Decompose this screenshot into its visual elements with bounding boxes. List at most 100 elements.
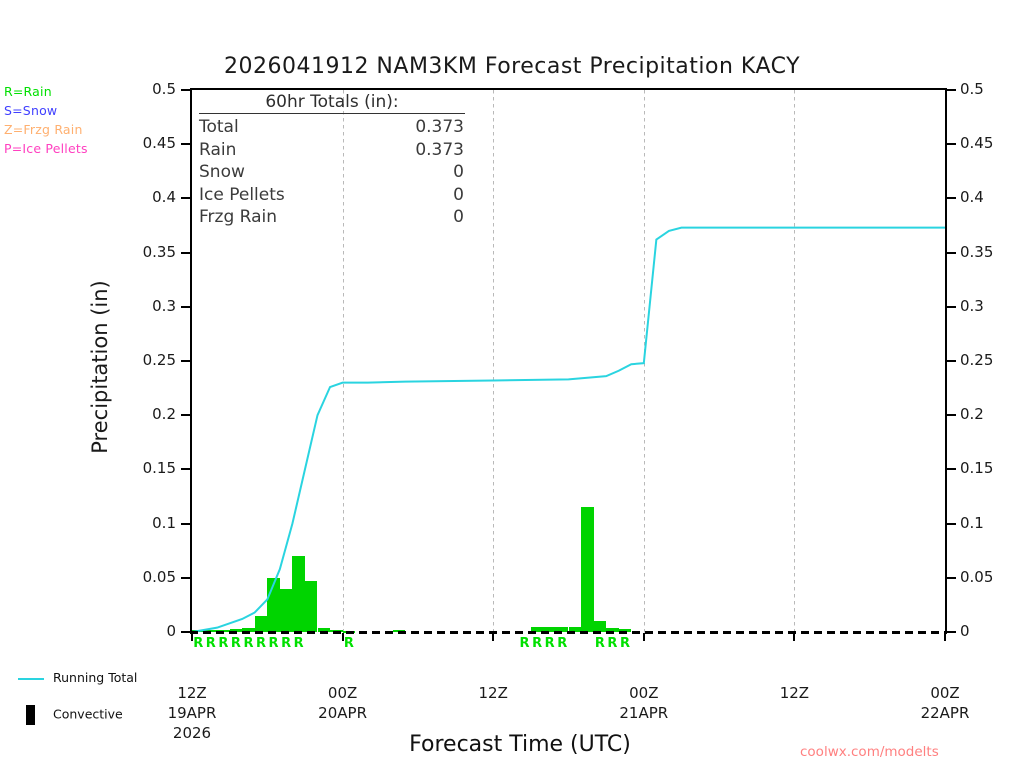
y-axis-tick (181, 468, 190, 471)
totals-label-ice-pellets: Ice Pellets (199, 184, 285, 205)
y-axis-tick-label: 0.05 (142, 567, 176, 586)
x-axis-tick-label-line: 22APR (920, 704, 970, 722)
running-total-line (192, 226, 945, 633)
precip-bar (555, 626, 569, 632)
y-axis-tick (181, 576, 190, 579)
x-axis-tick (341, 633, 344, 641)
gridline-vertical (493, 90, 495, 633)
y-axis-tick (947, 631, 956, 633)
precip-type-letter: R (594, 636, 605, 651)
running-total-line-swatch (18, 677, 44, 680)
totals-label-total: Total (199, 117, 239, 137)
gridline-vertical (794, 90, 796, 633)
x-axis-tick (642, 633, 645, 641)
legend-running-total-label: Running Total (53, 670, 138, 685)
totals-row-frzg-rain: Frzg Rain 0 (193, 206, 471, 229)
y-axis-tick-label: 0.1 (152, 513, 176, 532)
y-axis-tick-label: 0.15 (960, 459, 994, 478)
x-axis-tick-label: 12Z (433, 683, 553, 703)
precip-type-letter: R (519, 636, 530, 651)
y-axis-tick (947, 197, 956, 200)
y-axis-tick-label: 0 (166, 622, 176, 640)
y-axis-tick (947, 143, 956, 146)
zero-baseline (190, 631, 947, 634)
totals-label-frzg-rain: Frzg Rain (199, 207, 278, 227)
x-axis-tick-label-line: 19APR (167, 704, 217, 722)
precip-type-letter: R (532, 636, 543, 651)
precip-type-letter: R (205, 636, 216, 651)
precip-bar (392, 629, 406, 632)
x-axis-tick-label-line: 2026 (172, 724, 212, 742)
precip-bar (279, 588, 293, 632)
y-axis-tick-label: 0.3 (960, 296, 984, 315)
precip-bar (581, 507, 594, 632)
y-axis-tick (181, 197, 190, 200)
y-axis-tick-label: 0.2 (960, 405, 984, 424)
precip-bar (530, 626, 544, 632)
x-axis-tick (944, 633, 946, 641)
y-axis-tick-label: 0.4 (152, 188, 176, 207)
totals-row-snow: Snow 0 (193, 161, 471, 184)
precip-type-letter: R (230, 636, 241, 651)
x-axis-tick-label: 00Z 20APR (283, 683, 403, 723)
y-axis-tick-label: 0.15 (142, 459, 176, 478)
running-total-path (192, 226, 945, 633)
legend-convective: Convective (18, 705, 188, 725)
legend-item-rain: R=Rain (4, 84, 52, 99)
x-axis-tick-label: 00Z 22APR (885, 683, 1005, 723)
y-axis-tick-label: 0.05 (960, 567, 994, 586)
y-axis-tick (181, 143, 190, 146)
x-axis-tick-label-line: 12Z (478, 684, 508, 702)
precip-type-letter: R (343, 636, 354, 651)
precip-bar (254, 615, 268, 632)
y-axis-tick-label: 0.1 (960, 513, 984, 532)
legend-item-snow: S=Snow (4, 103, 58, 118)
x-axis-label: Forecast Time (UTC) (409, 732, 631, 757)
y-axis-tick-label: 0.45 (960, 134, 994, 153)
precip-type-letter: R (544, 636, 555, 651)
y-axis-tick (947, 251, 956, 254)
precip-bar (568, 626, 582, 632)
x-axis-tick-label-line: 00Z (327, 684, 358, 702)
y-axis-tick (181, 89, 190, 91)
x-axis-tick-label: 12Z (734, 683, 854, 703)
precip-bar (304, 581, 318, 632)
precip-type-letter: R (218, 636, 229, 651)
precip-bar (618, 628, 632, 632)
x-axis-tick (191, 633, 193, 641)
precip-type-letter: R (293, 636, 304, 651)
precip-bar (217, 629, 230, 632)
legend-item-freezing-rain: Z=Frzg Rain (4, 122, 83, 137)
precip-type-letter: R (243, 636, 254, 651)
legend-convective-label: Convective (53, 706, 123, 722)
y-axis-tick (181, 251, 190, 254)
precip-bar (242, 627, 255, 632)
y-axis-tick (947, 414, 956, 417)
page-title: 2026041912 NAM3KM Forecast Precipitation… (223, 54, 801, 79)
totals-row-rain: Rain 0.373 (193, 139, 471, 162)
precip-bar (330, 629, 343, 632)
y-axis-tick-label: 0.3 (152, 296, 176, 315)
precip-bar (229, 628, 243, 632)
totals-title: 60hr Totals (in): (199, 90, 465, 114)
y-axis-tick-label: 0.45 (142, 134, 176, 153)
x-axis-tick-label-line: 12Z (177, 684, 207, 702)
y-axis-tick (181, 360, 190, 362)
y-axis-tick-label: 0.5 (960, 80, 984, 98)
totals-row-total: Total 0.373 (193, 116, 471, 139)
precip-bar (543, 626, 556, 632)
gridline-vertical (342, 90, 344, 633)
y-axis-tick-label: 0.4 (960, 188, 984, 207)
x-axis-tick-label-line: 21APR (619, 704, 669, 722)
totals-value-frzg-rain: 0 (453, 207, 464, 227)
y-axis-tick-label: 0.35 (142, 242, 176, 261)
totals-value-total: 0.373 (415, 117, 464, 137)
y-axis-label: Precipitation (in) (88, 280, 112, 454)
precip-type-letter: R (268, 636, 279, 651)
y-axis-tick-label: 0.35 (960, 242, 994, 261)
precip-type-letter: R (619, 636, 630, 651)
y-axis-tick (947, 360, 956, 362)
precip-type-letter: R (607, 636, 618, 651)
y-axis-tick (181, 631, 190, 633)
y-axis-tick (181, 305, 190, 308)
